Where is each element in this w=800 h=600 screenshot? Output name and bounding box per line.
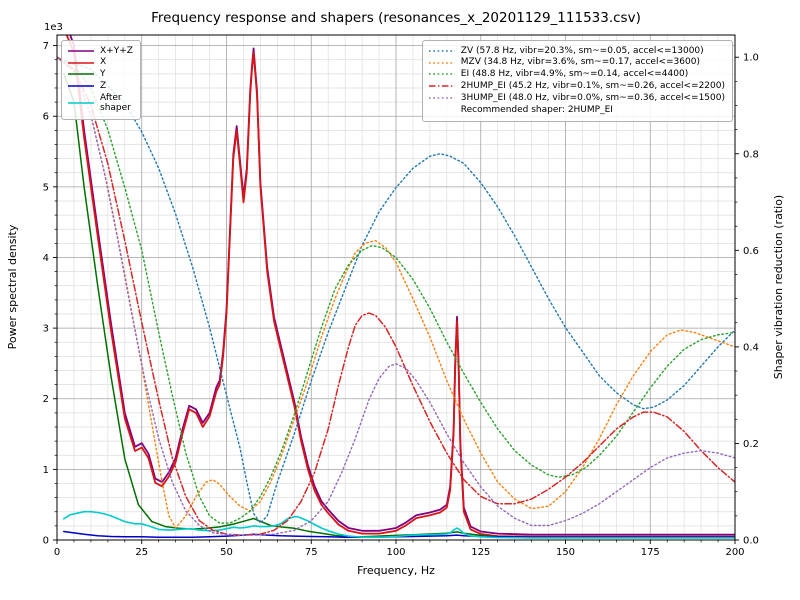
series-y (63, 73, 735, 539)
legend-label: EI (48.8 Hz, vibr=4.9%, sm~=0.14, accel<… (460, 69, 689, 80)
y-left-tick-label: 6 (43, 112, 49, 123)
legend-line-sample (428, 49, 455, 52)
legend-label: 2HUMP_EI (45.2 Hz, vibr=0.1%, sm~=0.26, … (460, 81, 725, 92)
legend-item: ZV (57.8 Hz, vibr=20.3%, sm~=0.05, accel… (428, 46, 725, 56)
y-axis-label-right: Shaper vibration reduction (ratio) (772, 195, 785, 379)
legend-item: EI (48.8 Hz, vibr=4.9%, sm~=0.14, accel<… (428, 69, 725, 79)
x-tick-label: 150 (556, 547, 575, 558)
y-left-tick-label: 3 (43, 324, 49, 335)
y-left-tick-label: 0 (43, 536, 49, 547)
x-tick-label: 0 (54, 547, 60, 558)
legend-item: Recommended shaper: 2HUMP_EI (428, 105, 725, 115)
series-shaper-2hump-ei (57, 56, 735, 536)
legend-item: X (67, 57, 133, 67)
legend-item: Z (67, 81, 133, 91)
x-tick-label: 50 (220, 547, 233, 558)
legend-line-sample (68, 73, 94, 76)
series-shaper-ei (57, 56, 735, 524)
y-left-tick-label: 7 (43, 41, 49, 52)
legend-item: MZV (34.8 Hz, vibr=3.6%, sm~=0.17, accel… (428, 57, 725, 67)
x-tick-label: 125 (471, 547, 490, 558)
legend-item: Y (67, 69, 133, 79)
legend-item: After shaper (67, 93, 133, 114)
y-right-tick-label: 0.6 (743, 246, 759, 257)
legend-line-sample (428, 61, 455, 64)
y-right-tick-label: 0.8 (743, 149, 759, 160)
y-left-tick-label: 4 (43, 253, 49, 264)
legend-label: Z (100, 81, 107, 92)
y-right-tick-label: 0.0 (743, 536, 759, 547)
legend-item: X+Y+Z (67, 46, 133, 56)
y-left-tick-label: 1 (43, 465, 49, 476)
legend-line-sample (428, 73, 455, 76)
psd-legend: X+Y+Z X Y Z After shaper (61, 40, 141, 121)
legend-label: After shaper (100, 92, 131, 114)
legend-item: 3HUMP_EI (48.0 Hz, vibr=0.0%, sm~=0.36, … (428, 93, 725, 103)
legend-line-sample (428, 85, 455, 88)
y-right-tick-label: 0.2 (743, 439, 759, 450)
series-shaper-zv (57, 56, 735, 524)
legend-spacer (428, 105, 456, 115)
chart-title: Frequency response and shapers (resonanc… (151, 10, 641, 26)
series-group (57, 35, 735, 539)
legend-label: 3HUMP_EI (48.0 Hz, vibr=0.0%, sm~=0.36, … (460, 92, 725, 103)
legend-item: 2HUMP_EI (45.2 Hz, vibr=0.1%, sm~=0.26, … (428, 81, 725, 91)
y-left-tick-label: 2 (43, 394, 49, 405)
shaper-legend: ZV (57.8 Hz, vibr=20.3%, sm~=0.05, accel… (421, 40, 733, 122)
y-right-tick-label: 0.4 (743, 342, 759, 353)
legend-label: MZV (34.8 Hz, vibr=3.6%, sm~=0.17, accel… (460, 57, 700, 68)
series-shaper-3hump-ei (57, 56, 735, 536)
y-axis-label-left: Power spectral density (6, 224, 19, 349)
legend-label: Recommended shaper: 2HUMP_EI (460, 104, 613, 115)
legend-line-sample (68, 85, 94, 88)
legend-line-sample (68, 49, 94, 52)
legend-label: ZV (57.8 Hz, vibr=20.3%, sm~=0.05, accel… (460, 45, 704, 56)
y-axis-offset-label: 1e3 (44, 22, 63, 33)
x-tick-label: 175 (641, 547, 660, 558)
legend-line-sample (68, 61, 94, 64)
series-after-shaper (63, 510, 735, 539)
legend-label: X (100, 57, 107, 68)
x-tick-label: 100 (386, 547, 405, 558)
legend-line-sample (68, 102, 94, 105)
y-left-tick-label: 5 (43, 182, 49, 193)
x-axis-label: Frequency, Hz (357, 564, 435, 577)
legend-label: X+Y+Z (100, 45, 133, 56)
x-tick-label: 25 (135, 547, 148, 558)
x-tick-label: 75 (305, 547, 318, 558)
legend-line-sample (428, 97, 455, 99)
y-right-tick-label: 1.0 (743, 53, 759, 64)
x-tick-label: 200 (725, 547, 744, 558)
legend-label: Y (100, 69, 106, 80)
